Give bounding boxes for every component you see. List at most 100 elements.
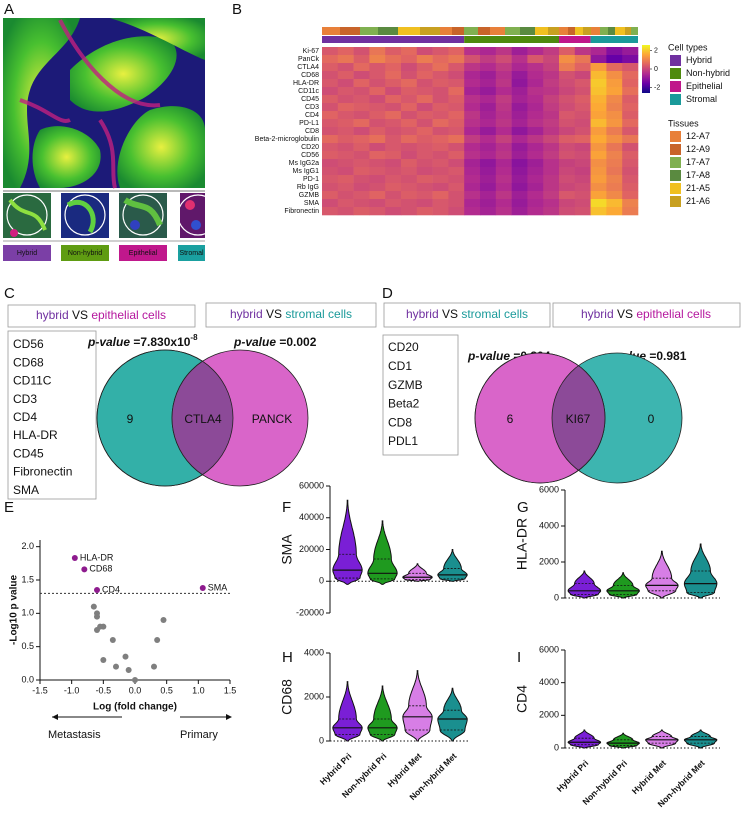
heatmap-cell: [448, 103, 465, 112]
row-label: CD8: [305, 128, 319, 135]
heatmap-cell: [527, 191, 544, 200]
row-label: HLA-DR: [293, 80, 319, 87]
tissue-annotation-bar: [322, 27, 638, 35]
heatmap-cell: [606, 175, 623, 184]
point-label: HLA-DR: [80, 552, 114, 562]
comparison-title: hybrid VS epithelial cells: [36, 308, 166, 322]
heatmap-cell: [606, 103, 623, 112]
y-tick-label: 0: [319, 576, 324, 586]
heatmap-cell: [448, 207, 465, 216]
heatmap-cell: [622, 119, 639, 128]
heatmap-cell: [432, 47, 449, 56]
row-label: Beta-2-microglobulin: [255, 136, 319, 143]
heatmap-cell: [590, 127, 607, 136]
heatmap-cell: [432, 119, 449, 128]
y-tick-label: 2000: [304, 691, 324, 701]
heatmap-cell: [495, 135, 512, 144]
heatmap-cell: [322, 183, 339, 192]
y-tick-label: 4000: [539, 677, 559, 687]
heatmap-cell: [622, 183, 639, 192]
data-point: [94, 587, 100, 593]
heatmap-cell: [448, 159, 465, 168]
y-tick-label: 0: [554, 592, 559, 602]
heatmap-cell: [432, 111, 449, 120]
heatmap-cell: [416, 199, 433, 208]
legend-label: 21-A6: [686, 196, 710, 206]
heatmap-cell: [495, 175, 512, 184]
heatmap-cell: [337, 191, 354, 200]
heatmap-cell: [527, 95, 544, 104]
heatmap-cell: [511, 87, 528, 96]
colorbar: [642, 45, 650, 93]
heatmap-cell: [385, 127, 402, 136]
heatmap-cell: [590, 111, 607, 120]
heatmap-cell: [353, 95, 370, 104]
p-value: p-value =7.830x10-8: [87, 333, 198, 349]
heatmap-cell: [480, 207, 497, 216]
heatmap-cell: [432, 71, 449, 80]
heatmap-cell: [606, 71, 623, 80]
colorbar-tick-label: 0: [654, 66, 658, 73]
heatmap-cell: [369, 167, 386, 176]
heatmap-cell: [353, 207, 370, 216]
legend-label: 21-A5: [686, 183, 710, 193]
heatmap-cell: [416, 103, 433, 112]
heatmap-cell: [559, 87, 576, 96]
legend-title: Tissues: [668, 118, 699, 128]
legend-label: Hybrid: [686, 55, 712, 65]
heatmap-cell: [401, 47, 418, 56]
heatmap-cell: [543, 159, 560, 168]
violin: [367, 685, 398, 742]
heatmap-cell: [448, 63, 465, 72]
heatmap-cell: [385, 167, 402, 176]
heatmap-cell: [369, 79, 386, 88]
heatmap-cell: [432, 159, 449, 168]
heatmap-cell: [353, 159, 370, 168]
cell-type-tag: [61, 245, 109, 261]
heatmap-cell: [511, 143, 528, 152]
legend-swatch: [670, 157, 681, 168]
row-label: Ms IgG2a: [289, 160, 319, 167]
heatmap-cell: [353, 47, 370, 56]
heatmap-cell: [606, 207, 623, 216]
heatmap-cell: [448, 87, 465, 96]
heatmap-cell: [416, 167, 433, 176]
heatmap-cell: [416, 87, 433, 96]
heatmap-cell: [511, 95, 528, 104]
x-tick-label: 0.0: [129, 685, 142, 695]
heatmap-cell: [622, 79, 639, 88]
marker-name: CD3: [13, 392, 37, 406]
heatmap-cell: [464, 167, 481, 176]
heatmap-cell: [559, 135, 576, 144]
heatmap-cell: [559, 175, 576, 184]
heatmap-cell: [574, 135, 591, 144]
heatmap-cell: [353, 135, 370, 144]
row-label: SMA: [304, 200, 320, 207]
heatmap-cell: [495, 103, 512, 112]
heatmap-cell: [353, 79, 370, 88]
legend-label: Epithelial: [686, 81, 723, 91]
venn-overlap: [551, 353, 605, 483]
legend-label: Stromal: [686, 94, 717, 104]
heatmap-cell: [448, 191, 465, 200]
data-point: [109, 637, 116, 643]
heatmap-cell: [337, 183, 354, 192]
heatmap-cell: [401, 167, 418, 176]
heatmap-cell: [464, 95, 481, 104]
panel-label: F: [282, 499, 291, 516]
heatmap-cell: [401, 143, 418, 152]
legend-label: 12-A9: [686, 144, 710, 154]
heatmap-cell: [574, 175, 591, 184]
heatmap-cell: [480, 199, 497, 208]
heatmap-cell: [369, 183, 386, 192]
heatmap-cell: [559, 159, 576, 168]
heatmap-cell: [322, 135, 339, 144]
heatmap-cell: [369, 207, 386, 216]
heatmap-cell: [337, 151, 354, 160]
heatmap-cell: [574, 207, 591, 216]
y-tick-label: 60000: [299, 480, 324, 490]
heatmap-cell: [385, 103, 402, 112]
heatmap-cell: [543, 119, 560, 128]
heatmap-cell: [464, 199, 481, 208]
data-point: [151, 663, 157, 670]
